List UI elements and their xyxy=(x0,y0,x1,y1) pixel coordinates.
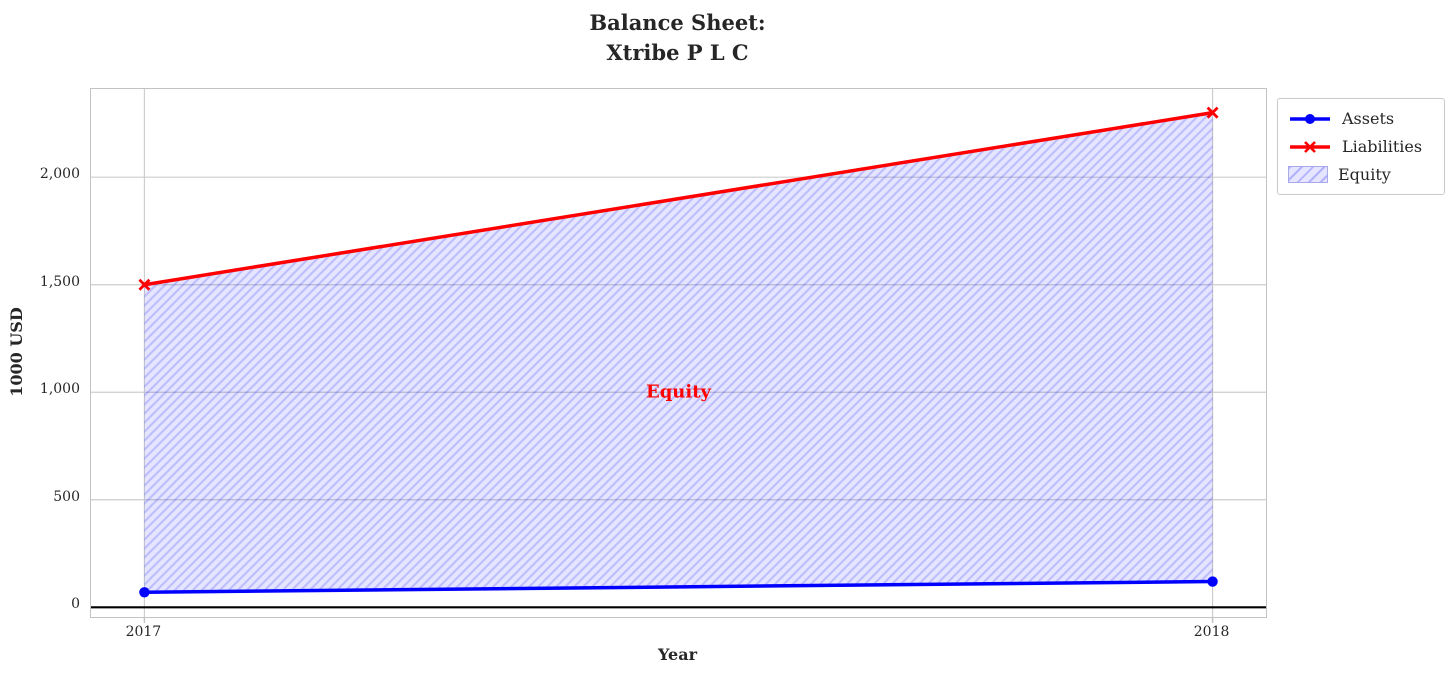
legend-item-equity: Equity xyxy=(1288,162,1434,187)
legend-label-liabilities: Liabilities xyxy=(1342,137,1423,156)
y-tick-label: 1,500 xyxy=(39,273,80,290)
legend-item-liabilities: Liabilities xyxy=(1288,134,1434,159)
assets-line xyxy=(144,579,1213,595)
equity-annotation: Equity xyxy=(645,381,712,403)
chart-title-line-1: Balance Sheet: xyxy=(589,10,766,35)
plot-canvas xyxy=(91,89,1266,623)
assets-marker xyxy=(1207,576,1218,587)
y-tick-label: 0 xyxy=(71,596,80,613)
legend: Assets Liabilities Equity xyxy=(1277,98,1445,195)
equity-fill-area xyxy=(144,112,1213,593)
y-tick-label: 2,000 xyxy=(39,166,80,183)
x-axis-label: Year xyxy=(657,645,697,664)
y-tick-label: 1,000 xyxy=(39,381,80,398)
chart-title-line-2: Xtribe P L C xyxy=(606,39,749,65)
liabilities-line xyxy=(144,110,1213,287)
y-tick-label: 500 xyxy=(53,488,80,505)
chart-title: Balance Sheet: Xtribe P L C xyxy=(90,8,1265,68)
liabilities-marker xyxy=(138,278,151,291)
liabilities-line-swatch xyxy=(1290,140,1330,153)
equity-hatch-swatch xyxy=(1288,166,1328,183)
plot-area: Equity xyxy=(90,88,1267,623)
legend-label-equity: Equity xyxy=(1338,165,1391,184)
assets-line-swatch xyxy=(1290,113,1330,124)
legend-item-assets: Assets xyxy=(1288,106,1434,131)
x-tick-label: 2017 xyxy=(125,624,162,640)
legend-label-assets: Assets xyxy=(1342,109,1395,128)
assets-marker xyxy=(139,587,150,598)
x-tick-label: 2018 xyxy=(1193,624,1230,640)
liabilities-marker xyxy=(1206,106,1219,119)
